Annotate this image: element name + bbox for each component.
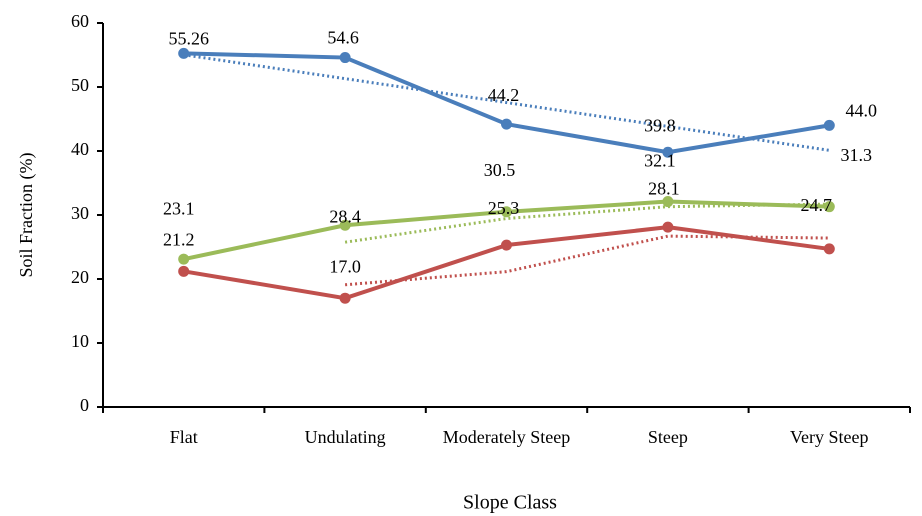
x-tick-label: Moderately Steep	[443, 427, 570, 447]
data-label: 31.3	[841, 145, 873, 165]
y-tick-label: 30	[71, 203, 89, 223]
x-tick-label: Steep	[648, 427, 688, 447]
y-tick-label: 50	[71, 75, 89, 95]
y-axis-title: Soil Fraction (%)	[16, 153, 37, 278]
y-tick-label: 60	[71, 11, 89, 31]
data-label: 44.2	[488, 85, 520, 105]
y-tick-label: 20	[71, 267, 89, 287]
point	[178, 253, 190, 265]
data-label: 21.2	[163, 229, 195, 249]
trendline	[183, 53, 830, 152]
x-tick-label: Flat	[170, 427, 198, 447]
point	[823, 243, 835, 255]
point	[662, 196, 674, 208]
point	[339, 52, 351, 64]
data-label: 54.6	[327, 28, 359, 48]
data-label: 23.1	[163, 198, 195, 218]
data-label: 55.26	[168, 28, 209, 48]
data-label: 28.1	[648, 178, 680, 198]
point	[501, 206, 512, 218]
y-tick-label: 0	[80, 395, 89, 415]
point	[823, 119, 835, 131]
data-label: 30.5	[484, 160, 516, 180]
x-tick-label: Undulating	[305, 427, 386, 447]
point	[823, 201, 835, 213]
x-axis-title: Slope Class	[463, 492, 557, 514]
y-tick-label: 40	[71, 139, 89, 159]
x-tick-label: Very Steep	[790, 427, 868, 447]
trendline	[344, 234, 830, 287]
point	[501, 118, 512, 130]
point	[662, 221, 674, 233]
data-label: 39.8	[644, 115, 676, 135]
point	[178, 47, 190, 59]
point	[339, 219, 351, 231]
point	[501, 239, 512, 251]
data-label: 17.0	[329, 256, 361, 276]
data-label: 24.7	[801, 195, 833, 215]
point	[662, 146, 674, 158]
data-label: 25.3	[488, 198, 520, 218]
data-label: 28.4	[329, 206, 361, 226]
y-tick-label: 10	[71, 331, 89, 351]
point	[339, 292, 351, 304]
data-label: 44.0	[846, 101, 878, 121]
data-label: 32.1	[644, 151, 676, 171]
point	[178, 265, 190, 277]
